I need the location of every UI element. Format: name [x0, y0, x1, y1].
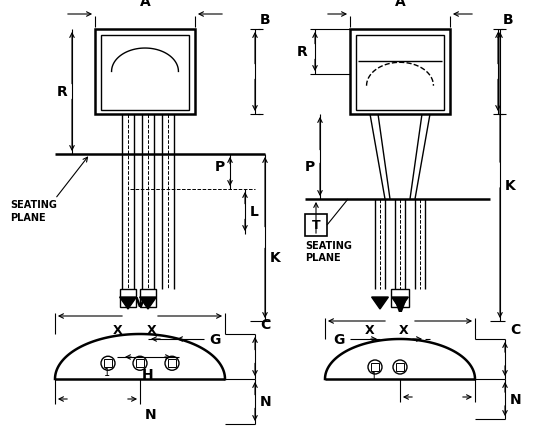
Bar [371, 363, 379, 371]
Text: H: H [142, 367, 154, 381]
Polygon shape [372, 297, 388, 309]
Text: L: L [250, 205, 259, 219]
Text: 1: 1 [371, 371, 377, 381]
Text: V: V [135, 295, 145, 309]
Text: C: C [260, 317, 270, 331]
Text: SEATING: SEATING [10, 200, 57, 209]
Text: T: T [312, 219, 320, 232]
Text: R: R [56, 85, 67, 99]
Text: X: X [365, 323, 375, 336]
Text: G: G [209, 332, 220, 346]
Text: PLANE: PLANE [10, 212, 46, 222]
Text: X: X [113, 323, 123, 336]
Polygon shape [140, 297, 157, 309]
Bar [136, 359, 144, 367]
Text: V: V [395, 300, 405, 314]
Text: X: X [399, 323, 409, 336]
Text: N: N [510, 392, 522, 406]
Text: PLANE: PLANE [305, 252, 341, 262]
Text: N: N [260, 395, 271, 408]
Text: C: C [510, 322, 520, 336]
Text: X: X [147, 323, 157, 336]
Bar [95, 30, 195, 115]
Text: P: P [215, 160, 225, 174]
Text: B: B [503, 13, 513, 27]
Text: K: K [505, 178, 516, 193]
Bar [391, 289, 409, 307]
Bar [120, 289, 136, 307]
Text: SEATING: SEATING [305, 240, 352, 250]
Bar [140, 289, 156, 307]
Bar [101, 36, 189, 111]
Text: N: N [145, 407, 157, 421]
Text: 1: 1 [104, 367, 110, 378]
Bar [305, 215, 327, 236]
Polygon shape [119, 297, 137, 309]
Bar [356, 36, 444, 111]
Text: P: P [305, 160, 315, 174]
Text: G: G [334, 332, 345, 346]
Bar [396, 363, 404, 371]
Text: K: K [270, 251, 281, 265]
Text: B: B [260, 13, 271, 27]
Bar [104, 359, 112, 367]
Text: R: R [296, 46, 307, 59]
Bar [168, 359, 176, 367]
Bar [350, 30, 450, 115]
Text: A: A [395, 0, 405, 9]
Text: A: A [140, 0, 150, 9]
Polygon shape [392, 297, 408, 309]
